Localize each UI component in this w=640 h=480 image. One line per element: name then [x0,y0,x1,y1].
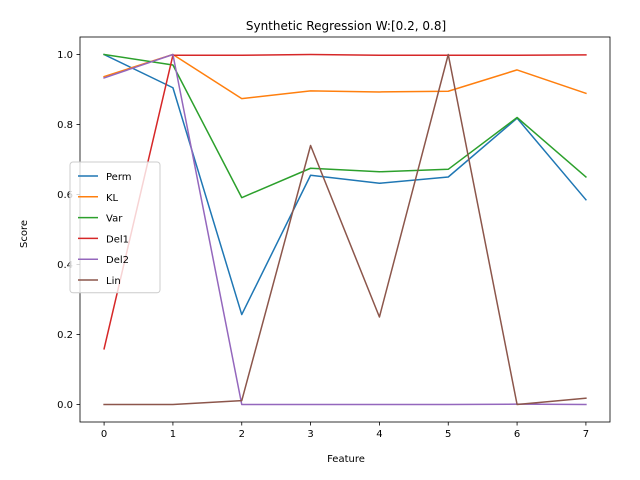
plot-area: 0 1 2 3 4 5 6 7 0.0 0.2 0.4 0.6 0.8 1.0 [57,36,611,440]
y-tick-label: 0.6 [57,190,73,201]
legend-label-del1: Del1 [106,234,129,245]
y-tick-label: 0.2 [57,330,73,341]
legend-label-del2: Del2 [106,255,129,266]
series-line-del1 [103,53,587,350]
series-line-var [103,53,587,199]
x-tick-label: 6 [514,429,520,440]
y-tick-label: 0.4 [57,260,73,271]
chart-title: Synthetic Regression W:[0.2, 0.8] [246,19,446,33]
legend-label-var: Var [106,214,123,225]
x-tick-label: 7 [583,429,589,440]
y-tick-label: 1.0 [57,50,73,61]
x-tick-label: 5 [445,429,451,440]
series-line-perm [103,53,587,316]
x-axis-label: Feature [327,454,365,465]
y-tick-label: 0.8 [57,120,73,131]
legend-label-perm: Perm [106,172,132,183]
series-line-lin [103,53,587,406]
series-line-kl [103,53,587,100]
legend-label-lin: Lin [106,276,121,287]
x-tick-label: 2 [239,429,245,440]
legend-box [69,161,161,294]
x-tick-label: 1 [170,429,176,440]
x-tick-label: 4 [376,429,382,440]
series-line-del2 [103,53,587,406]
legend-label-kl: KL [106,193,119,204]
y-axis-label: Score [19,220,30,248]
x-tick-label: 0 [101,429,107,440]
x-tick-label: 3 [307,429,313,440]
legend: Perm KL Var Del1 Del2 Lin [69,161,161,294]
y-tick-label: 0.0 [57,400,73,411]
